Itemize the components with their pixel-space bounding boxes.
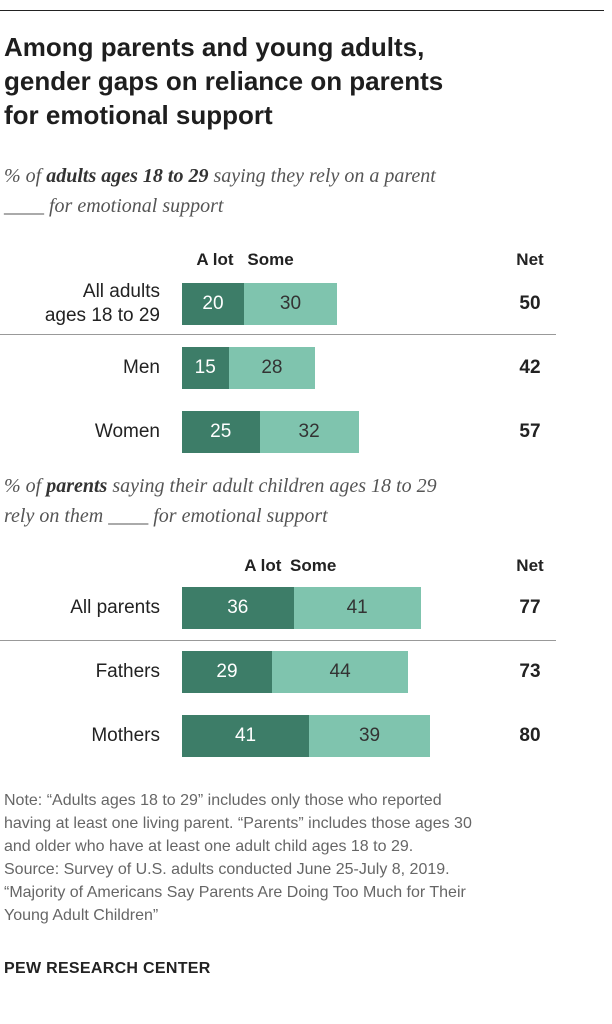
bar-segment-a-lot: 15: [182, 347, 229, 389]
bar-segment-some: 44: [271, 651, 409, 693]
source-line-1: Source: Survey of U.S. adults conducted …: [4, 861, 450, 878]
column-header-some: Some: [247, 250, 294, 269]
column-header-some: Some: [289, 556, 337, 575]
row-label-mothers: Mothers: [0, 724, 160, 748]
net-value-fathers: 73: [519, 661, 541, 682]
subtitle-parents-pre: % of: [4, 475, 47, 497]
subtitle-parents: % of parents saying their adult children…: [4, 471, 594, 531]
net-value-women: 57: [519, 421, 541, 442]
subtitle-adults: % of adults ages 18 to 29 saying they re…: [4, 161, 594, 221]
note-line-3: and older who have at least one adult ch…: [4, 838, 414, 855]
title-line-3: for emotional support: [4, 100, 273, 130]
chart-note: Note: “Adults ages 18 to 29” includes on…: [4, 789, 600, 927]
title-line-2: gender gaps on reliance on parents: [4, 66, 444, 96]
bar-segment-a-lot: 29: [182, 651, 272, 693]
net-value-men: 42: [519, 357, 541, 378]
row-label-line: All adults: [82, 281, 160, 302]
bar-segment-a-lot: 36: [182, 587, 294, 629]
bar-segment-some: 30: [244, 283, 337, 325]
subtitle-parents-line2: rely on them ____ for emotional support: [4, 505, 328, 527]
row-label-line: ages 18 to 29: [44, 305, 160, 326]
row-label-men: Men: [0, 356, 160, 380]
row-divider: [0, 640, 556, 641]
top-rule: [0, 10, 604, 11]
column-header-net: Net: [516, 556, 544, 575]
row-label-line: Mothers: [91, 725, 160, 746]
source-line-2: “Majority of Americans Say Parents Are D…: [4, 884, 466, 901]
column-header-a-lot: A lot: [244, 556, 282, 575]
bar-segment-some: 32: [259, 411, 359, 453]
row-label-women: Women: [0, 420, 160, 444]
column-header-a-lot: A lot: [196, 250, 234, 269]
bar-segment-a-lot: 25: [182, 411, 260, 453]
row-label-line: All parents: [70, 597, 160, 618]
row-divider: [0, 334, 556, 335]
bar-segment-a-lot: 41: [182, 715, 310, 757]
note-line-1: Note: “Adults ages 18 to 29” includes on…: [4, 792, 442, 809]
subtitle-adults-bold: adults ages 18 to 29: [46, 165, 209, 187]
row-label-fathers: Fathers: [0, 660, 160, 684]
bar-segment-a-lot: 20: [182, 283, 244, 325]
row-label-line: Fathers: [95, 661, 160, 682]
bar-segment-some: 41: [293, 587, 421, 629]
subtitle-parents-post: saying their adult children ages 18 to 2…: [107, 475, 437, 497]
row-label-line: Women: [94, 421, 160, 442]
net-value-mothers: 80: [519, 725, 541, 746]
net-value-all-parents: 77: [519, 597, 541, 618]
subtitle-parents-bold: parents: [46, 475, 108, 497]
subtitle-adults-line2: ____ for emotional support: [4, 195, 224, 217]
bar-segment-some: 39: [309, 715, 430, 757]
note-line-2: having at least one living parent. “Pare…: [4, 815, 472, 832]
column-header-net: Net: [516, 250, 544, 269]
chart-title: Among parents and young adults, gender g…: [4, 30, 594, 132]
subtitle-adults-post: saying they rely on a parent: [208, 165, 436, 187]
row-label-all-adults-ages-18-to-29: All adults ages 18 to 29: [0, 280, 160, 328]
row-label-all-parents: All parents: [0, 596, 160, 620]
subtitle-adults-pre: % of: [4, 165, 47, 187]
net-value-all-adults-ages-18-to-29: 50: [519, 293, 541, 314]
row-label-line: Men: [123, 357, 160, 378]
title-line-1: Among parents and young adults,: [4, 32, 425, 62]
bar-segment-some: 28: [228, 347, 316, 389]
brand-label: PEW RESEARCH CENTER: [4, 960, 211, 977]
source-line-3: Young Adult Children”: [4, 907, 159, 924]
